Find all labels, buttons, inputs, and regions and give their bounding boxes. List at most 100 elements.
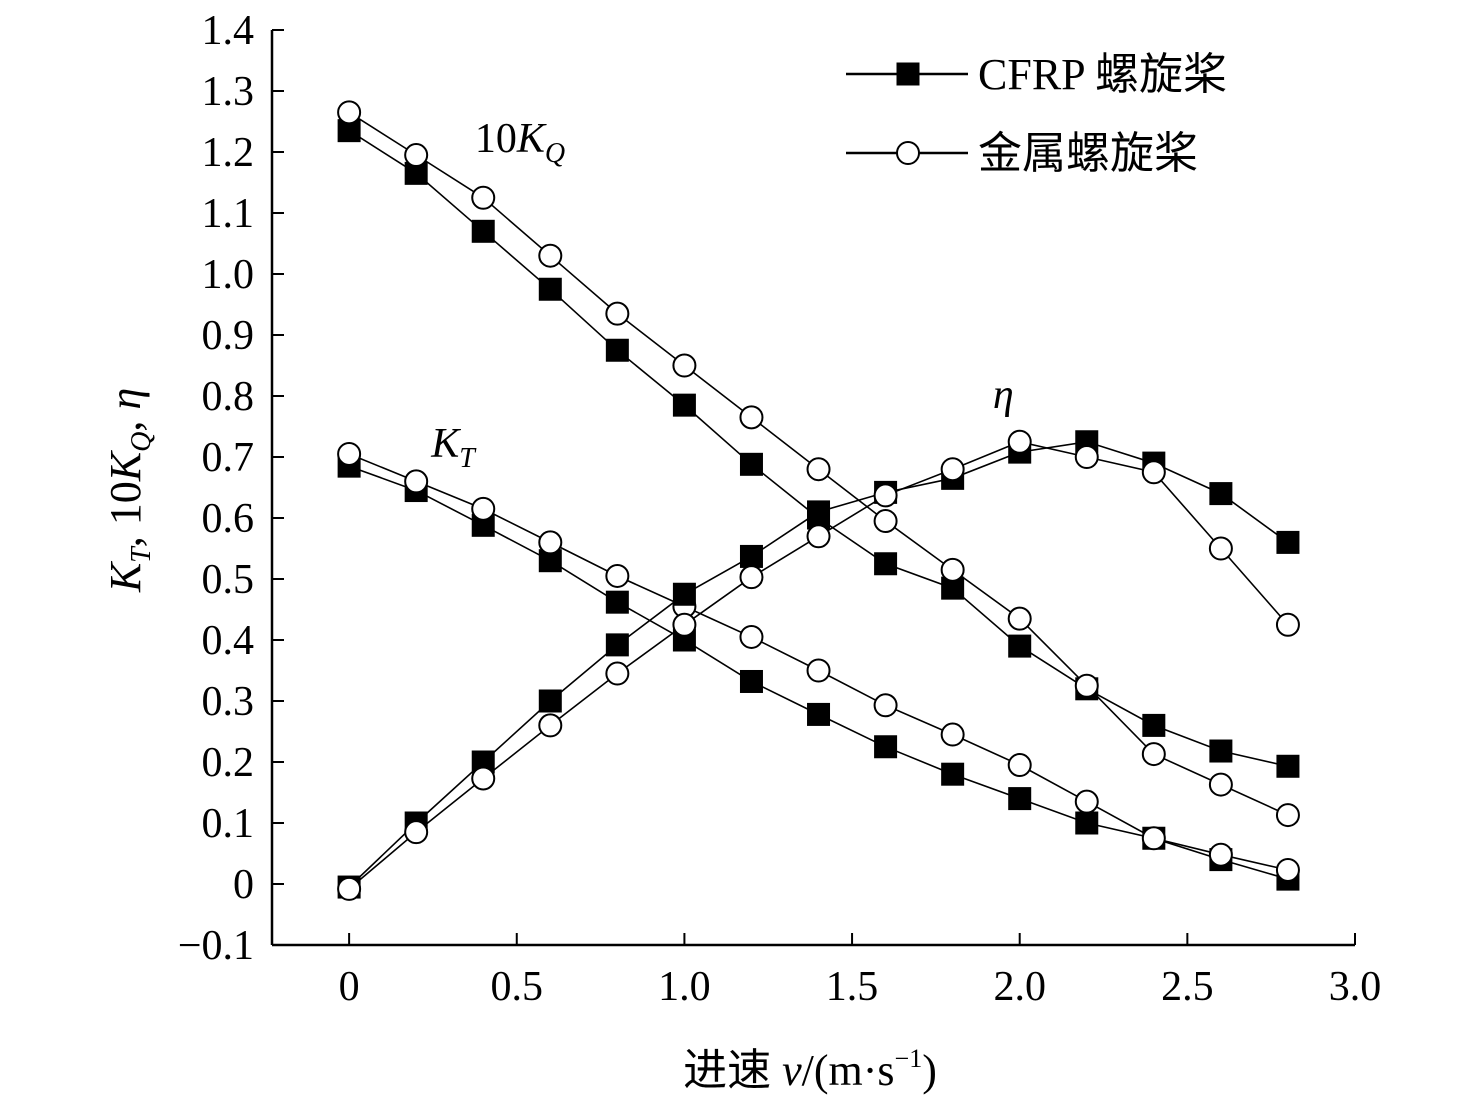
point-square (874, 552, 898, 576)
x-tick-label: 1.5 (826, 964, 879, 1010)
point-circle (672, 353, 697, 378)
y-axis-title-eta: η (101, 388, 150, 410)
legend-cfrp-marker (896, 62, 920, 86)
x-tick-label: 2.5 (1161, 964, 1214, 1010)
point-circle (1208, 842, 1233, 867)
x-tick-label: 2.0 (993, 964, 1046, 1010)
point-circle (806, 658, 831, 683)
point-circle (806, 524, 831, 549)
x-tick-label: 3.0 (1329, 964, 1382, 1010)
point-circle (1007, 429, 1032, 454)
annotation-main: K (516, 116, 547, 162)
legend-cfrp-label: CFRP 螺旋桨 (978, 50, 1227, 99)
y-tick-label: 1.4 (202, 8, 255, 54)
point-circle (1208, 536, 1233, 561)
y-tick-label: 0.1 (202, 801, 255, 847)
point-circle (1074, 789, 1099, 814)
point-circle (538, 530, 563, 555)
legend: CFRP 螺旋桨 金属螺旋桨 (846, 50, 1227, 178)
point-square (874, 735, 898, 759)
point-square (1142, 713, 1166, 737)
annotation-eta: η (993, 372, 1014, 418)
point-circle (605, 301, 630, 326)
point-circle (940, 722, 965, 747)
point-circle (1141, 742, 1166, 767)
point-square (605, 633, 629, 657)
point-circle (404, 820, 429, 845)
point-square (1008, 787, 1032, 811)
point-square (739, 544, 763, 568)
point-square (807, 500, 831, 524)
y-axis-title: KT, 10KQ, η (101, 388, 157, 593)
x-axis-title-unit: /(m·s (802, 1046, 895, 1095)
series-10KQ-metal (337, 100, 1300, 828)
point-circle (806, 457, 831, 482)
annotation-kt: KT (430, 421, 477, 474)
point-square (1276, 754, 1300, 778)
point-circle (1275, 803, 1300, 828)
annotation-sub: Q (545, 138, 565, 169)
point-circle (605, 563, 630, 588)
point-circle (471, 766, 496, 791)
point-circle (471, 496, 496, 521)
point-circle (1208, 772, 1233, 797)
y-axis-title-kt: K (101, 560, 150, 593)
point-square (471, 219, 495, 243)
point-circle (739, 565, 764, 590)
point-circle (873, 509, 898, 534)
point-square (1209, 482, 1233, 506)
y-axis-title-sep1: , 10 (101, 481, 150, 547)
annotation-sub: T (459, 443, 477, 474)
point-square (538, 277, 562, 301)
point-circle (404, 143, 429, 168)
point-square (605, 590, 629, 614)
x-axis-title: 进速 v/(m·s−1) (683, 1044, 937, 1095)
legend-metal-marker (896, 141, 920, 165)
point-square (672, 582, 696, 606)
y-tick-label: 0.7 (202, 435, 255, 481)
y-tick-label: 0.2 (202, 740, 255, 786)
point-circle (940, 557, 965, 582)
point-circle (538, 243, 563, 268)
point-circle (873, 693, 898, 718)
point-circle (471, 185, 496, 210)
series-layer (337, 100, 1300, 901)
point-square (1075, 811, 1099, 835)
point-circle (1141, 460, 1166, 485)
x-tick-label: 0.5 (491, 964, 544, 1010)
y-axis-title-kt-sub: T (126, 545, 157, 563)
point-circle (1275, 612, 1300, 637)
series-KT-metal (337, 441, 1300, 882)
point-circle (1074, 673, 1099, 698)
x-axis-title-close: ) (922, 1046, 937, 1095)
point-square (807, 702, 831, 726)
y-tick-label: 1.3 (202, 69, 255, 115)
point-circle (1141, 826, 1166, 851)
y-tick-label: 0.9 (202, 313, 255, 359)
series-KT-CFRP (337, 454, 1300, 891)
y-tick-label: 0.5 (202, 557, 255, 603)
y-tick-label: 1.2 (202, 130, 255, 176)
legend-metal-label: 金属螺旋桨 (978, 129, 1198, 178)
point-circle (873, 483, 898, 508)
point-circle (337, 100, 362, 125)
y-tick-label: −0.1 (178, 923, 254, 969)
point-circle (739, 624, 764, 649)
y-tick-label: 0.6 (202, 496, 255, 542)
y-axis-title-kq: K (101, 449, 150, 482)
point-square (538, 689, 562, 713)
point-square (941, 762, 965, 786)
y-axis-title-kq-sub: Q (126, 432, 157, 452)
y-tick-label: 0.8 (202, 374, 255, 420)
y-tick-label: 1.1 (202, 191, 255, 237)
x-axis-title-var: v (782, 1046, 802, 1095)
point-square (1276, 530, 1300, 554)
point-circle (739, 405, 764, 430)
point-circle (1007, 753, 1032, 778)
point-circle (337, 441, 362, 466)
point-square (1209, 739, 1233, 763)
annotation-kq: 10KQ (475, 116, 565, 169)
point-square (672, 393, 696, 417)
y-tick-label: 0.4 (202, 618, 255, 664)
